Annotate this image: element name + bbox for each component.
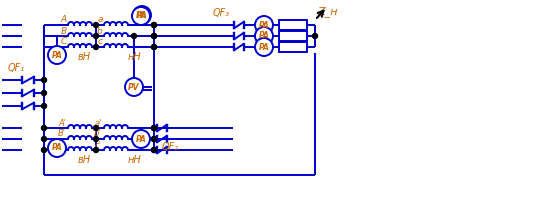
- Circle shape: [41, 126, 46, 130]
- Circle shape: [151, 126, 157, 130]
- Circle shape: [132, 7, 150, 25]
- Text: b': b': [94, 130, 102, 138]
- Text: QF₂: QF₂: [162, 142, 179, 152]
- Bar: [279, 42, 307, 52]
- Circle shape: [93, 22, 98, 27]
- Circle shape: [151, 22, 157, 27]
- Circle shape: [93, 33, 98, 38]
- Text: PA: PA: [52, 144, 62, 152]
- Circle shape: [93, 45, 98, 49]
- Text: A: A: [61, 16, 67, 24]
- Text: нН: нН: [127, 52, 141, 62]
- Circle shape: [93, 148, 98, 152]
- Text: a': a': [94, 118, 102, 128]
- Text: QF₃: QF₃: [212, 8, 229, 18]
- Text: c: c: [98, 38, 103, 46]
- Circle shape: [151, 33, 157, 38]
- Circle shape: [255, 16, 273, 34]
- Circle shape: [151, 22, 157, 27]
- Circle shape: [132, 33, 136, 38]
- Circle shape: [151, 148, 157, 152]
- Text: c': c': [94, 140, 102, 150]
- Circle shape: [151, 148, 157, 152]
- Text: C: C: [61, 38, 67, 46]
- Text: PA: PA: [259, 21, 269, 29]
- Text: вН: вН: [78, 155, 91, 165]
- Circle shape: [312, 33, 318, 38]
- Text: PA: PA: [135, 11, 146, 21]
- Circle shape: [133, 6, 151, 24]
- Circle shape: [132, 130, 150, 148]
- Circle shape: [151, 136, 157, 142]
- Circle shape: [151, 126, 157, 130]
- Bar: [279, 20, 307, 30]
- Text: QF₁: QF₁: [8, 63, 25, 73]
- Circle shape: [151, 136, 157, 142]
- Circle shape: [93, 136, 98, 142]
- Circle shape: [41, 148, 46, 152]
- Text: A': A': [58, 118, 66, 128]
- Circle shape: [41, 77, 46, 82]
- Text: C': C': [58, 140, 66, 150]
- Circle shape: [48, 46, 66, 64]
- Bar: [279, 31, 307, 41]
- Text: PA: PA: [52, 50, 62, 60]
- Circle shape: [255, 27, 273, 45]
- Text: PA: PA: [135, 134, 146, 144]
- Circle shape: [255, 38, 273, 56]
- Circle shape: [93, 126, 98, 130]
- Text: B': B': [58, 130, 66, 138]
- Text: b: b: [97, 26, 103, 36]
- Circle shape: [41, 90, 46, 96]
- Circle shape: [41, 136, 46, 142]
- Text: Z_н: Z_н: [317, 7, 337, 17]
- Text: PA: PA: [136, 10, 147, 20]
- Circle shape: [125, 78, 143, 96]
- Text: PA: PA: [259, 31, 269, 40]
- Text: a: a: [97, 16, 103, 24]
- Text: вН: вН: [78, 52, 91, 62]
- Text: PA: PA: [259, 43, 269, 51]
- Circle shape: [151, 33, 157, 38]
- Text: B: B: [61, 26, 67, 36]
- Text: PV: PV: [128, 82, 140, 92]
- Circle shape: [48, 139, 66, 157]
- Circle shape: [41, 104, 46, 108]
- Text: нН: нН: [127, 155, 141, 165]
- Circle shape: [151, 45, 157, 49]
- Circle shape: [151, 45, 157, 49]
